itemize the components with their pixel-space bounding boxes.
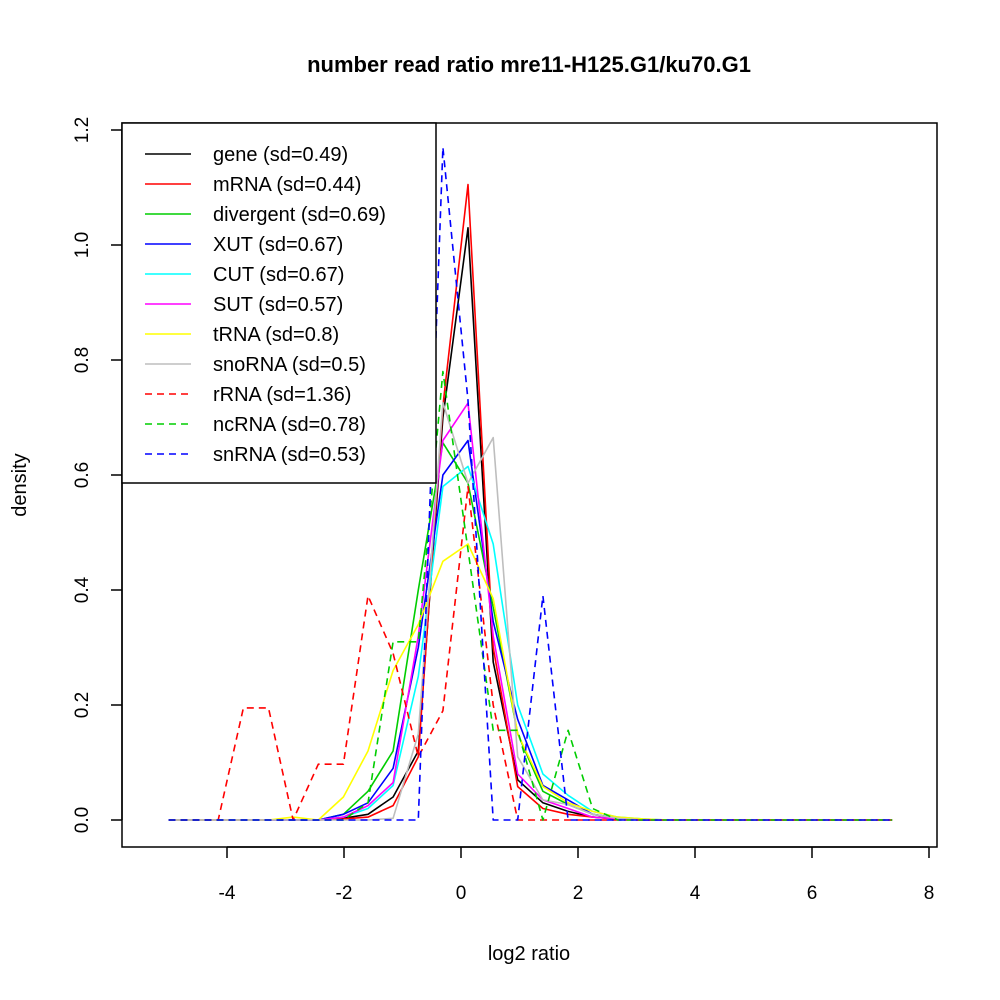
y-tick-label: 0.4 (72, 576, 93, 603)
x-tick-label: 6 (807, 883, 818, 904)
x-tick-label: 8 (924, 883, 935, 904)
legend-label: gene (sd=0.49) (213, 144, 348, 166)
series-layer (168, 146, 893, 821)
x-tick-label: -2 (336, 883, 353, 904)
y-tick-label: 0.0 (72, 807, 93, 833)
legend-label: snoRNA (sd=0.5) (213, 354, 366, 376)
y-tick-label: 1.0 (72, 232, 93, 258)
legend-label: CUT (sd=0.67) (213, 264, 344, 286)
y-axis-label: density (9, 453, 31, 516)
x-tick-label: 2 (573, 883, 584, 904)
legend-box (121, 122, 437, 484)
plot-frame (121, 122, 938, 848)
legend-label: divergent (sd=0.69) (213, 204, 386, 226)
series-line-snrna (168, 146, 893, 821)
legend-label: mRNA (sd=0.44) (213, 174, 361, 196)
legend-label: ncRNA (sd=0.78) (213, 414, 366, 436)
legend-label: snRNA (sd=0.53) (213, 444, 366, 466)
y-tick-label: 1.2 (72, 117, 93, 143)
legend-label: SUT (sd=0.57) (213, 294, 343, 316)
x-tick-label: 4 (690, 883, 701, 904)
legend: gene (sd=0.49) mRNA (sd=0.44) divergent (s… (121, 122, 437, 484)
y-tick-label: 0.2 (72, 692, 93, 718)
chart-title: number read ratio mre11-H125.G1/ku70.G1 (307, 52, 751, 77)
x-tick-label: -4 (219, 883, 236, 904)
legend-label: rRNA (sd=1.36) (213, 384, 351, 406)
legend-label: XUT (sd=0.67) (213, 234, 343, 256)
y-tick-label: 0.8 (72, 347, 93, 373)
x-tick-label: 0 (456, 883, 467, 904)
legend-label: tRNA (sd=0.8) (213, 324, 339, 346)
y-tick-label: 0.6 (72, 462, 93, 488)
x-axis-label: log2 ratio (488, 943, 570, 965)
